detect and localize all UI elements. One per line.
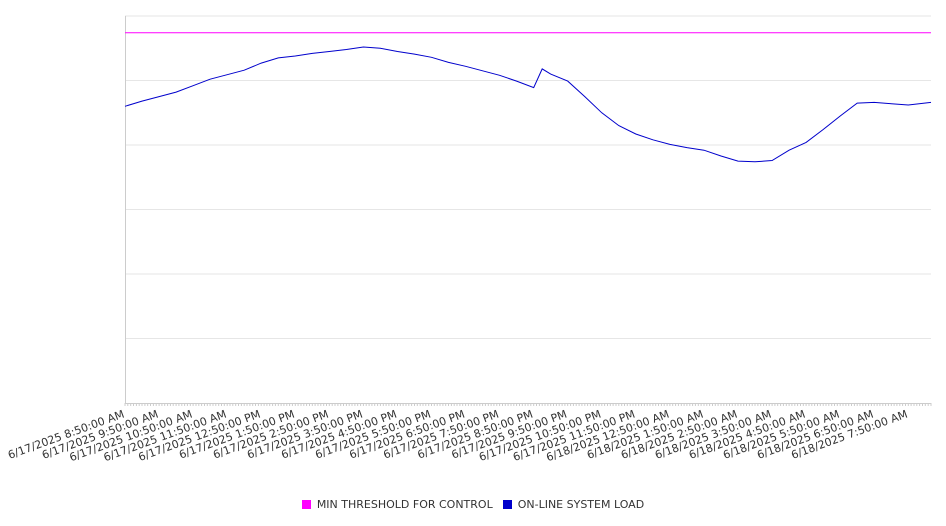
grid-lines bbox=[125, 15, 931, 339]
legend: MIN THRESHOLD FOR CONTROL ON-LINE SYSTEM… bbox=[0, 498, 946, 511]
x-axis-tick-labels: 6/17/2025 8:50:00 AM6/17/2025 9:50:00 AM… bbox=[6, 408, 909, 465]
series-line-online-system-load bbox=[124, 46, 932, 163]
legend-item-min-threshold[interactable]: MIN THRESHOLD FOR CONTROL bbox=[301, 498, 493, 511]
legend-label-online-system-load: ON-LINE SYSTEM LOAD bbox=[517, 498, 645, 511]
series-layer bbox=[124, 32, 932, 163]
legend-swatch-min-threshold bbox=[301, 500, 311, 509]
legend-item-online-system-load[interactable]: ON-LINE SYSTEM LOAD bbox=[502, 498, 645, 511]
legend-swatch-online-system-load bbox=[502, 500, 512, 509]
legend-label-min-threshold: MIN THRESHOLD FOR CONTROL bbox=[316, 498, 493, 511]
x-axis-minor-ticks bbox=[124, 403, 932, 406]
